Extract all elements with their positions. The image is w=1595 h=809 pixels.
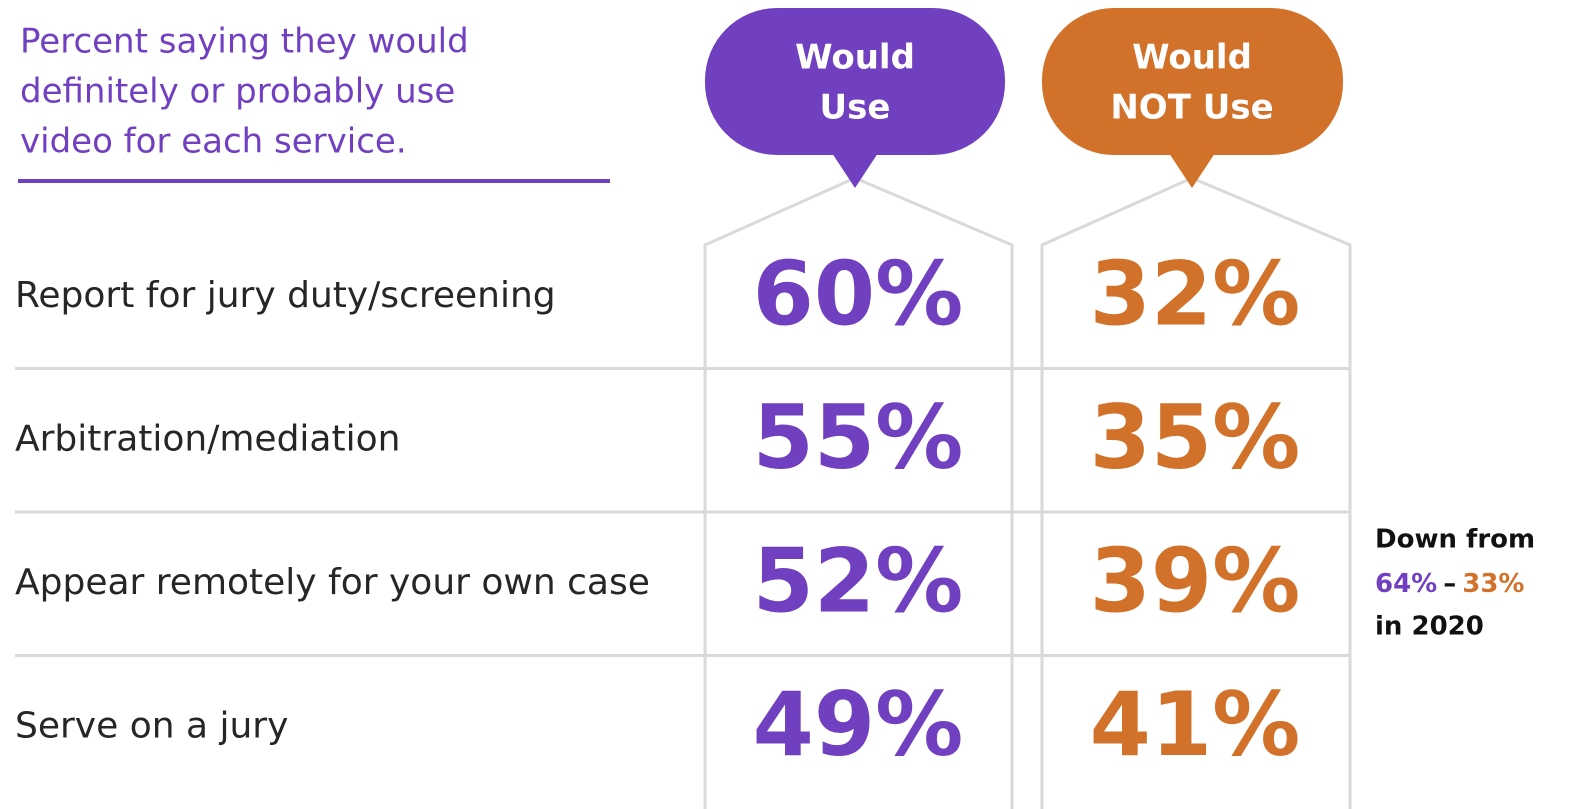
percent-use: 60%: [753, 243, 964, 346]
header-bubble: [705, 8, 1005, 155]
column-header: Would: [795, 38, 915, 78]
bubble-pointer: [830, 150, 880, 188]
subtitle-line: Percent saying they would: [20, 22, 469, 62]
percent-use: 52%: [753, 530, 964, 633]
row-label: Appear remotely for your own case: [15, 562, 650, 603]
bubble-pointer: [1167, 150, 1217, 188]
row-label: Report for jury duty/screening: [15, 275, 556, 316]
row-label: Serve on a jury: [15, 705, 288, 746]
note-dash: –: [1443, 569, 1456, 599]
subtitle-line: definitely or probably use: [20, 72, 455, 112]
subtitle-line: video for each service.: [20, 122, 407, 162]
percent-use: 49%: [753, 673, 964, 776]
percent-use: 55%: [753, 386, 964, 489]
header-bubble: [1042, 8, 1343, 155]
column-header: NOT Use: [1110, 88, 1273, 128]
row-label: Arbitration/mediation: [15, 418, 400, 459]
percent-not-use: 41%: [1090, 673, 1301, 776]
percent-not-use: 32%: [1090, 243, 1301, 346]
column-header: Use: [820, 88, 891, 128]
percent-not-use: 35%: [1090, 386, 1301, 489]
column-header: Would: [1132, 38, 1252, 78]
note-value: 33%: [1462, 569, 1524, 599]
note: in 2020: [1375, 612, 1484, 642]
note: Down from: [1375, 525, 1535, 555]
note: 64% –33%: [1375, 569, 1524, 599]
percent-not-use: 39%: [1090, 530, 1301, 633]
note-value: 64%: [1375, 569, 1437, 599]
